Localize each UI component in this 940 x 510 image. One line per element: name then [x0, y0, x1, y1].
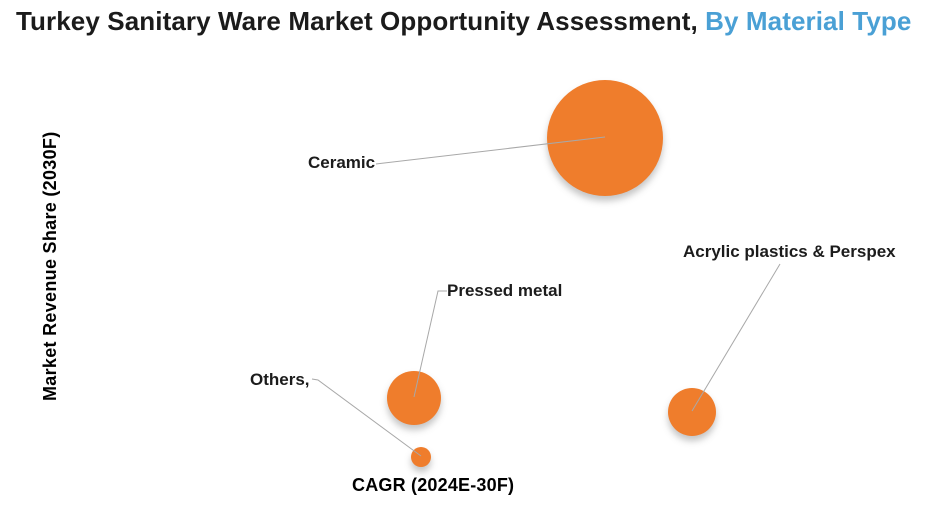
leader-line-acrylic-plastics-perspex: [691, 263, 781, 412]
bubble-others: [411, 447, 431, 467]
bubble-label-ceramic: Ceramic: [308, 153, 376, 172]
bubble-label-acrylic-plastics-perspex: Acrylic plastics & Perspex: [683, 242, 896, 261]
bubble-label-others: Others,: [250, 370, 310, 389]
chart-title: Turkey Sanitary Ware Market Opportunity …: [16, 6, 911, 37]
chart-title-accent: By Material Type: [697, 6, 912, 36]
x-axis-label: CAGR (2024E-30F): [352, 475, 515, 495]
bubble-label-pressed-metal: Pressed metal: [447, 281, 563, 300]
chart-title-main: Turkey Sanitary Ware Market Opportunity …: [16, 6, 698, 36]
bubble-acrylic-plastics-perspex: [668, 388, 716, 436]
bubble-pressed-metal: [387, 371, 441, 425]
bubble-ceramic: [547, 80, 663, 196]
